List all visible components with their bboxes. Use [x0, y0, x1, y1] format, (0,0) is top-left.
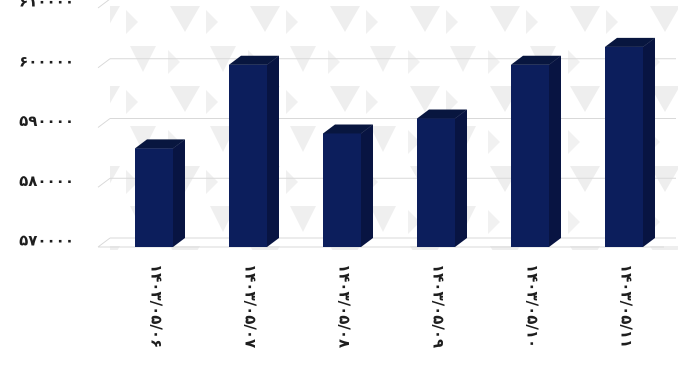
- bar-front: [417, 118, 455, 247]
- bar-side: [455, 109, 467, 247]
- grid-line-join: [97, 237, 111, 248]
- x-axis-labels: ۱۴۰۳/۰۵/۰۶ ۱۴۰۳/۰۵/۰۷ ۱۴۰۳/۰۵/۰۸ ۱۴۰۳/۰۵/۰۹…: [148, 264, 636, 348]
- bar: [511, 55, 561, 248]
- bar: [605, 37, 655, 248]
- x-tick-label: ۱۴۰۳/۰۵/۱۰: [524, 264, 542, 348]
- y-tick-label: ۶۰۰۰۰۰: [19, 52, 74, 70]
- x-tick-label: ۱۴۰۳/۰۵/۰۶: [148, 264, 166, 348]
- bar: [323, 124, 373, 247]
- grid-lines: [97, 0, 676, 248]
- y-tick-label: ۵۹۰۰۰۰: [19, 112, 74, 130]
- bar-front: [323, 133, 361, 247]
- bar-front: [229, 64, 267, 247]
- bar-side: [643, 37, 655, 248]
- grid-line-join: [97, 0, 110, 9]
- grid-line-join: [97, 177, 111, 188]
- x-tick-label: ۱۴۰۳/۰۵/۱۱: [618, 264, 636, 348]
- bar-side: [173, 139, 185, 247]
- grid-line-join: [97, 58, 111, 69]
- bar-top: [605, 37, 655, 47]
- grid-line-join: [97, 118, 111, 128]
- x-tick-label: ۱۴۰۳/۰۵/۰۹: [430, 264, 448, 348]
- bar-front: [135, 148, 173, 247]
- bar-top: [135, 139, 185, 149]
- background-watermark: [110, 0, 678, 250]
- y-tick-label: ۵۷۰۰۰۰: [19, 232, 74, 250]
- y-tick-label: ۵۸۰۰۰۰: [19, 172, 74, 190]
- bar-front: [605, 46, 643, 248]
- bar-side: [549, 55, 561, 248]
- y-tick-label: ۶۱۰۰۰۰: [19, 0, 74, 11]
- bar-front: [511, 64, 549, 247]
- bar: [135, 139, 185, 247]
- y-axis: ۵۷۰۰۰۰ ۵۸۰۰۰۰ ۵۹۰۰۰۰ ۶۰۰۰۰۰ ۶۱۰۰۰۰: [19, 0, 74, 250]
- bars: [135, 37, 655, 248]
- x-tick-label: ۱۴۰۳/۰۵/۰۸: [336, 264, 354, 348]
- bar-side: [267, 55, 279, 248]
- bar: [229, 55, 279, 248]
- bar-top: [417, 109, 467, 119]
- x-tick-label: ۱۴۰۳/۰۵/۰۷: [242, 264, 260, 348]
- bar-side: [361, 124, 373, 247]
- bar: [417, 109, 467, 247]
- bar-top: [229, 55, 279, 65]
- bar-top: [511, 55, 561, 65]
- bar-top: [323, 124, 373, 134]
